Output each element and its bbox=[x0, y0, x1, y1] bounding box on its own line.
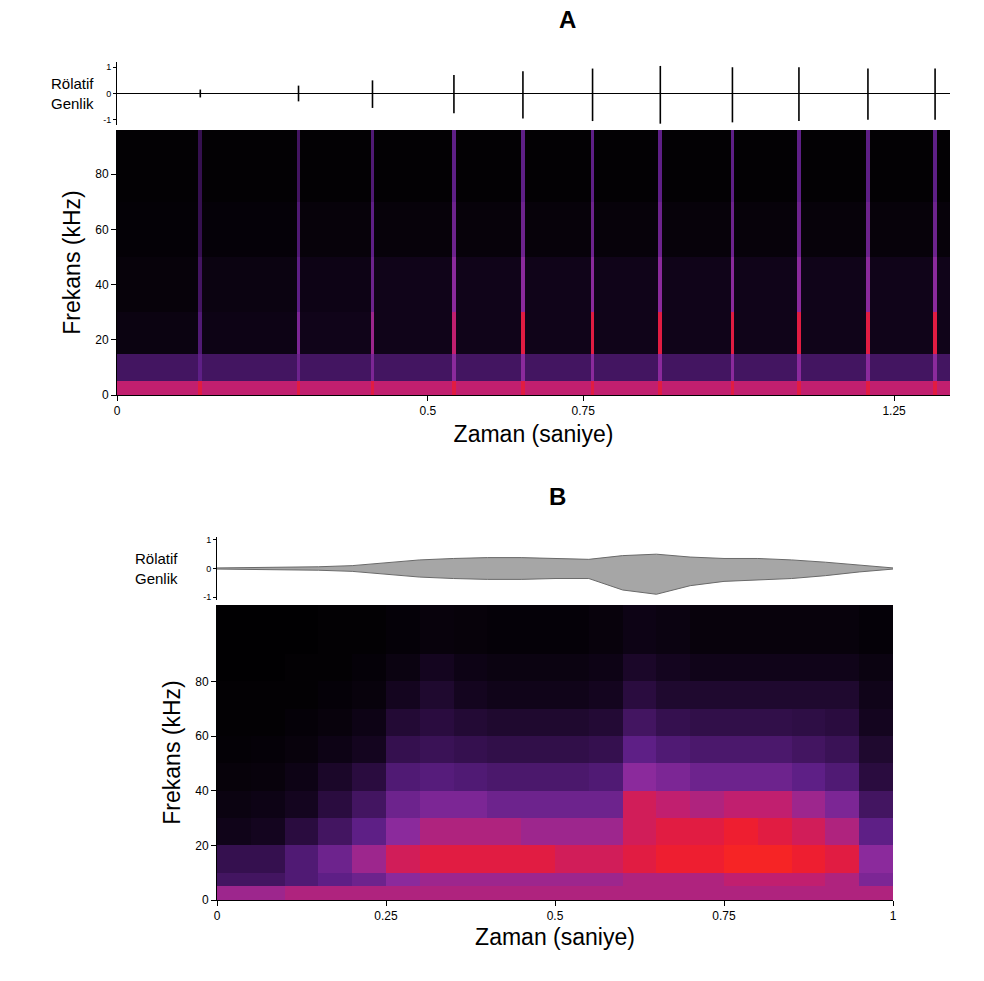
svg-text:1.25: 1.25 bbox=[882, 404, 906, 418]
svg-text:1: 1 bbox=[890, 909, 897, 923]
svg-text:Frekans (kHz): Frekans (kHz) bbox=[59, 190, 85, 334]
svg-text:RölatifGenlik: RölatifGenlik bbox=[51, 75, 94, 112]
svg-text:0: 0 bbox=[202, 893, 209, 907]
svg-text:80: 80 bbox=[195, 675, 209, 689]
svg-text:1: 1 bbox=[106, 62, 111, 72]
svg-text:-1: -1 bbox=[103, 115, 111, 125]
svg-text:0: 0 bbox=[106, 89, 111, 99]
svg-text:0.5: 0.5 bbox=[419, 404, 436, 418]
svg-text:60: 60 bbox=[95, 223, 109, 237]
svg-text:0.5: 0.5 bbox=[547, 909, 564, 923]
svg-text:Frekans (kHz): Frekans (kHz) bbox=[159, 680, 185, 824]
svg-text:RölatifGenlik: RölatifGenlik bbox=[135, 550, 178, 587]
svg-text:1: 1 bbox=[206, 535, 211, 545]
svg-text:0: 0 bbox=[206, 564, 211, 574]
svg-text:A: A bbox=[559, 6, 576, 33]
svg-text:Zaman (saniye): Zaman (saniye) bbox=[454, 421, 614, 447]
svg-text:60: 60 bbox=[195, 729, 209, 743]
svg-text:0: 0 bbox=[214, 909, 221, 923]
svg-text:20: 20 bbox=[95, 333, 109, 347]
svg-text:0: 0 bbox=[102, 388, 109, 402]
svg-text:40: 40 bbox=[195, 784, 209, 798]
svg-text:Zaman (saniye): Zaman (saniye) bbox=[475, 924, 635, 950]
svg-text:20: 20 bbox=[195, 839, 209, 853]
svg-text:B: B bbox=[549, 483, 566, 510]
svg-text:40: 40 bbox=[95, 278, 109, 292]
svg-text:0: 0 bbox=[114, 404, 121, 418]
svg-text:-1: -1 bbox=[203, 592, 211, 602]
svg-text:0.75: 0.75 bbox=[572, 404, 596, 418]
svg-text:0.25: 0.25 bbox=[374, 909, 398, 923]
svg-text:80: 80 bbox=[95, 167, 109, 181]
svg-text:0.75: 0.75 bbox=[712, 909, 736, 923]
